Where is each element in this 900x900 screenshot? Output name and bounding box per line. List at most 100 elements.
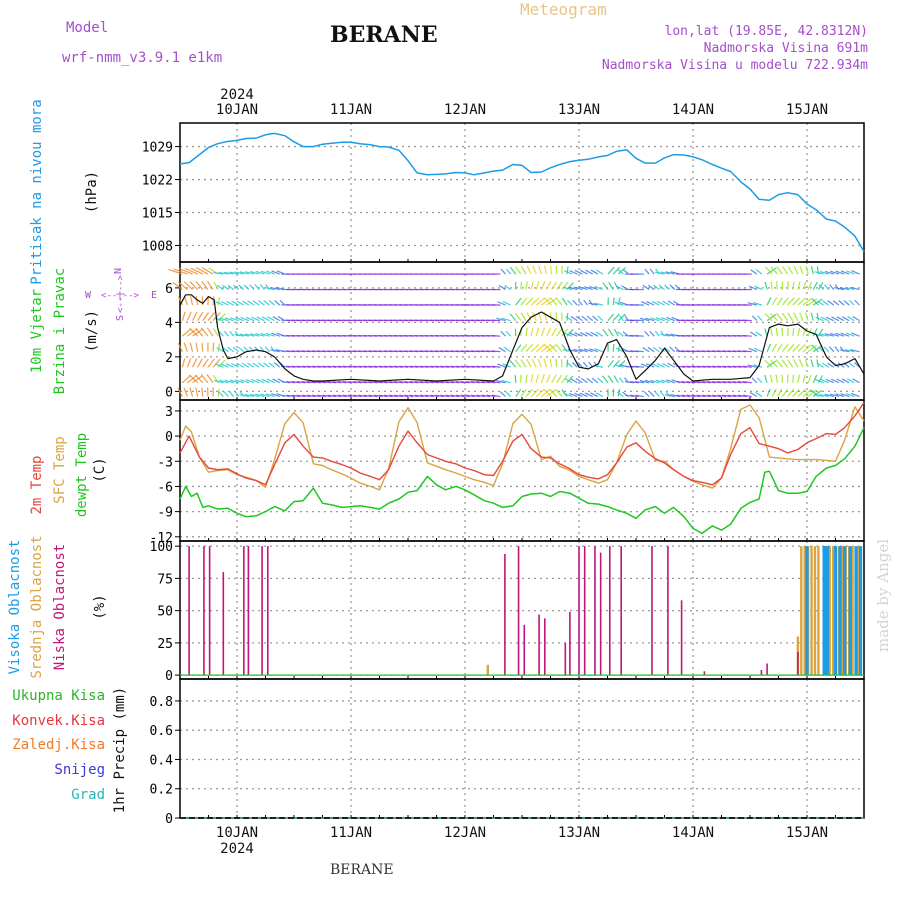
y-tick-label: 0 bbox=[165, 812, 173, 827]
wind-arrow bbox=[498, 284, 506, 291]
wind-arrow bbox=[545, 281, 552, 290]
wind-arrow bbox=[643, 391, 650, 397]
wind-arrow bbox=[617, 313, 626, 322]
wind-arrow bbox=[270, 393, 280, 398]
wind-arrow bbox=[766, 314, 777, 322]
wind-arrow bbox=[592, 315, 599, 322]
wind-arrow bbox=[607, 328, 614, 337]
wind-arrow bbox=[797, 297, 806, 306]
y-tick-label: 0 bbox=[165, 430, 173, 445]
wind-arrow bbox=[660, 333, 670, 337]
wind-arrow bbox=[257, 362, 265, 368]
wind-arrow bbox=[465, 380, 475, 384]
wind-arrow bbox=[771, 343, 778, 352]
wind-arrow bbox=[667, 300, 676, 306]
wind-arrow bbox=[212, 358, 221, 368]
wind-arrow bbox=[755, 391, 763, 398]
wind-arrow bbox=[212, 342, 215, 352]
wind-arrow bbox=[787, 343, 795, 353]
wind-arrow bbox=[612, 297, 615, 306]
top-day-label: 10JAN bbox=[216, 102, 258, 118]
wind-arrow bbox=[847, 316, 855, 322]
wind-arrow bbox=[717, 380, 727, 384]
wind-arrow bbox=[830, 270, 840, 275]
wind-arrow bbox=[181, 358, 186, 368]
precip-legend-label: Ukupna Kisa bbox=[12, 688, 105, 704]
wind-arrow bbox=[500, 330, 506, 337]
pressure-panel-frame bbox=[179, 122, 865, 263]
wind-arrow bbox=[812, 374, 818, 383]
wind-arrow bbox=[831, 316, 840, 322]
wind-panel-frame bbox=[179, 261, 865, 401]
wind-arrow bbox=[486, 380, 496, 384]
wind-arrow bbox=[218, 330, 224, 337]
wind-arrow bbox=[586, 377, 594, 384]
wind-arrow bbox=[811, 297, 819, 306]
wind-arrow bbox=[230, 317, 239, 322]
wind-arrow bbox=[670, 393, 681, 398]
wind-arrow bbox=[742, 380, 752, 384]
wind-arrow bbox=[541, 297, 551, 306]
wind-arrow bbox=[224, 317, 234, 322]
wind-arrow bbox=[241, 300, 250, 306]
wind-arrow bbox=[177, 387, 183, 397]
wind-arrow bbox=[752, 301, 763, 306]
wind-arrow bbox=[256, 316, 265, 322]
wind-arrow bbox=[588, 302, 598, 306]
wind-arrow bbox=[219, 379, 229, 384]
wind-arrow bbox=[792, 297, 801, 306]
wind-arrow bbox=[419, 394, 429, 398]
wind-arrow bbox=[653, 284, 660, 291]
bottom-day-label: 12JAN bbox=[444, 825, 486, 841]
wind-arrow bbox=[227, 346, 234, 353]
wind-arrow bbox=[481, 394, 491, 398]
wind-arrow bbox=[373, 394, 383, 398]
wind-arrow bbox=[259, 284, 265, 290]
wind-arrow bbox=[286, 394, 296, 398]
wind-arrow bbox=[570, 378, 578, 384]
wind-arrow bbox=[612, 266, 621, 275]
wind-arrow bbox=[368, 380, 378, 384]
wind-arrow bbox=[496, 317, 506, 322]
wind-arrow bbox=[766, 343, 772, 352]
wind-arrow bbox=[368, 394, 378, 398]
wind-arrow bbox=[414, 380, 424, 384]
wind-arrow bbox=[707, 394, 716, 398]
wind-arrow bbox=[520, 359, 527, 368]
wind-arrow bbox=[775, 312, 783, 322]
wind-arrow bbox=[520, 312, 527, 321]
wind-arrow bbox=[751, 377, 758, 384]
wind-arrow bbox=[597, 315, 604, 322]
wind-arrow bbox=[192, 311, 198, 321]
wind-arrow bbox=[551, 327, 557, 337]
wind-arrow bbox=[787, 297, 795, 306]
wind-arrow bbox=[821, 362, 829, 368]
wind-arrow bbox=[829, 284, 835, 290]
wind-arrow bbox=[669, 284, 676, 291]
wind-arrow bbox=[460, 380, 470, 384]
wind-arrow bbox=[252, 362, 260, 368]
bottom-year-label: 2024 bbox=[220, 841, 254, 857]
wind-arrow bbox=[676, 380, 686, 384]
wind-arrow bbox=[824, 270, 834, 275]
wind-arrow bbox=[712, 380, 722, 384]
wind-arrow bbox=[840, 270, 850, 275]
wind-arrow bbox=[215, 363, 224, 368]
wind-arrow bbox=[845, 286, 855, 291]
wind-arrow bbox=[561, 297, 568, 306]
wind-arrow bbox=[804, 359, 809, 368]
wind-arrow bbox=[681, 394, 691, 398]
wind-arrow bbox=[543, 388, 553, 397]
wind-arrow bbox=[756, 377, 763, 384]
wind-arrow bbox=[566, 375, 574, 384]
wind-arrow bbox=[775, 359, 783, 368]
wind-arrow bbox=[540, 327, 546, 337]
wind-arrow bbox=[771, 297, 778, 306]
wind-arrow bbox=[515, 344, 522, 353]
product-title: Meteogram bbox=[520, 0, 607, 19]
wind-arrow bbox=[590, 331, 599, 337]
wind-arrow bbox=[570, 315, 578, 322]
wind-arrow bbox=[850, 348, 860, 353]
pressure-line bbox=[179, 132, 865, 252]
wind-arrow bbox=[215, 301, 224, 306]
